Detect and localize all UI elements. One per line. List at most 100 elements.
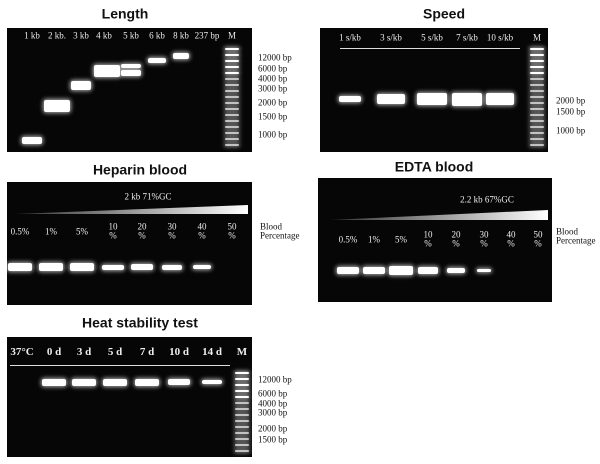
dna-band: [447, 267, 465, 273]
ladder-band: [235, 378, 249, 380]
dna-band: [135, 378, 159, 386]
dna-band: [389, 265, 413, 275]
dna-band: [377, 94, 405, 104]
lane-label: 0.5%: [10, 226, 30, 237]
lane-label: M: [236, 346, 248, 359]
marker-label: 1000 bp: [556, 125, 586, 136]
lane-underline: [10, 365, 230, 366]
lane-label: 7 d: [139, 346, 155, 359]
marker-label: 2000 bp: [258, 97, 288, 108]
dna-band: [44, 100, 70, 112]
ladder-band: [530, 84, 544, 86]
ladder-band: [225, 138, 239, 140]
ladder-band: [235, 414, 249, 416]
gel-image: [320, 28, 548, 152]
ladder-band: [225, 114, 239, 116]
ladder-band: [530, 102, 544, 104]
lane-label: 20 %: [137, 221, 147, 241]
ladder-band: [225, 144, 239, 146]
ladder-band: [530, 48, 544, 50]
marker-label: 3000 bp: [258, 407, 288, 418]
ladder-band: [225, 60, 239, 62]
ladder-band: [225, 66, 239, 68]
ladder-band: [225, 78, 239, 80]
panel-title: EDTA blood: [394, 158, 474, 175]
ladder-band: [530, 90, 544, 92]
gel-note: 2 kb 71%GC: [124, 191, 172, 202]
dna-band: [102, 264, 124, 270]
gradient-wedge: [15, 205, 248, 214]
lane-label: M: [227, 30, 237, 41]
ladder-band: [225, 72, 239, 74]
ladder-band: [225, 90, 239, 92]
panel-title: Heat stability test: [82, 314, 198, 331]
ladder-band: [225, 54, 239, 56]
lane-label: 20 %: [451, 229, 461, 249]
ladder-band: [225, 102, 239, 104]
ladder-band: [530, 78, 544, 80]
lane-label: 10 %: [108, 221, 118, 241]
dna-band: [168, 379, 190, 385]
dna-band: [173, 53, 189, 59]
lane-label: 40 %: [506, 229, 516, 249]
ladder-band: [530, 96, 544, 98]
ladder-band: [225, 126, 239, 128]
marker-label: 3000 bp: [258, 83, 288, 94]
ladder-band: [225, 132, 239, 134]
ladder-band: [225, 108, 239, 110]
ladder-band: [235, 432, 249, 434]
marker-label: 1500 bp: [258, 111, 288, 122]
lane-label: 0 d: [46, 346, 62, 359]
gel-image: [318, 178, 552, 302]
dna-band: [162, 264, 182, 270]
dna-band: [363, 266, 385, 274]
ladder-band: [530, 66, 544, 68]
ladder-band: [530, 114, 544, 116]
lane-label: 237 bp: [194, 30, 220, 41]
dna-band: [94, 65, 120, 77]
dna-band: [42, 378, 66, 386]
ladder-band: [530, 120, 544, 122]
ladder-band: [530, 72, 544, 74]
ladder-band: [235, 408, 249, 410]
lane-label: 50 %: [533, 229, 543, 249]
ladder-band: [225, 120, 239, 122]
marker-label: 1500 bp: [258, 434, 288, 445]
lane-label: 14 d: [202, 346, 222, 359]
lane-label: 6 kb: [149, 30, 165, 41]
gel-image: [7, 28, 252, 152]
dna-band: [418, 266, 438, 274]
lane-label: 10 %: [423, 229, 433, 249]
dna-band: [72, 378, 96, 386]
dna-band: [71, 80, 91, 90]
panel-title: Length: [101, 5, 149, 22]
dna-band: [486, 93, 514, 105]
ladder-band: [235, 384, 249, 386]
dna-band: [477, 268, 491, 272]
ladder-band: [530, 138, 544, 140]
lane-label: 10 s/kb: [486, 32, 514, 43]
dna-band: [103, 378, 127, 386]
lane-underline: [340, 48, 520, 49]
dna-band: [417, 93, 447, 105]
dna-band: [202, 380, 222, 384]
gel-image: [7, 182, 252, 305]
ladder-band: [530, 60, 544, 62]
ladder-band: [235, 402, 249, 404]
ladder-band: [225, 84, 239, 86]
ladder-band: [235, 444, 249, 446]
marker-label: 6000 bp: [258, 63, 288, 74]
marker-label: 1500 bp: [556, 106, 586, 117]
ladder-band: [235, 450, 249, 452]
dna-band: [22, 136, 42, 144]
lane-label: 5%: [76, 226, 88, 237]
lane-label: 1%: [368, 234, 380, 245]
panel-title: Speed: [422, 5, 466, 22]
dna-band: [121, 64, 141, 68]
lane-label: 2 kb.: [48, 30, 66, 41]
dna-band: [193, 265, 211, 269]
dna-band: [39, 263, 63, 271]
lane-label: 30 %: [479, 229, 489, 249]
ladder-band: [530, 54, 544, 56]
